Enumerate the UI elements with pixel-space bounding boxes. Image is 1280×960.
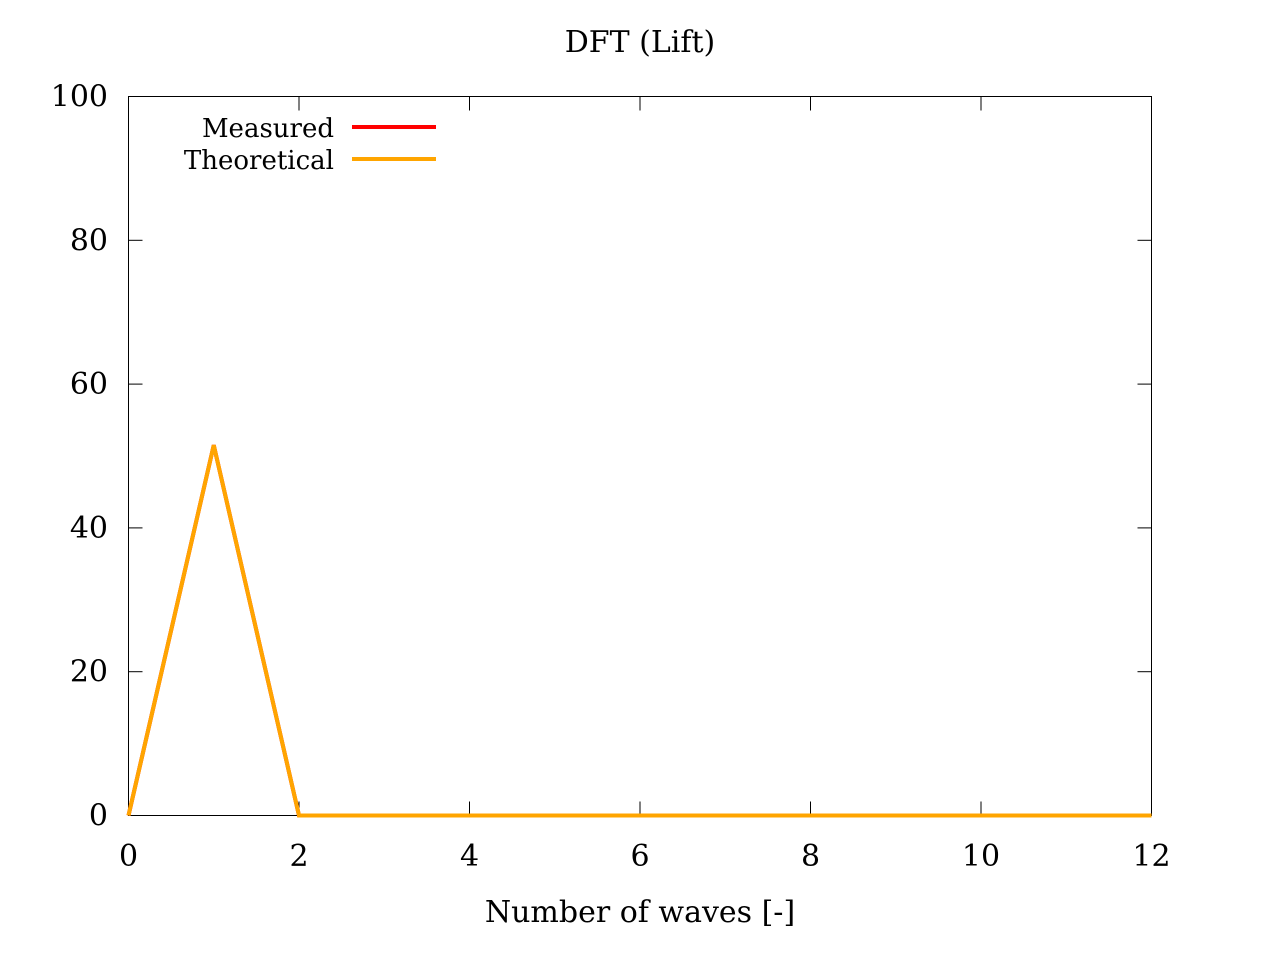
y-axis-ticks: 0 20 40 60 80 100: [51, 80, 1152, 834]
x-tick-label: 10: [962, 839, 1000, 874]
series-layer: [126, 444, 1152, 818]
y-tick-label: 20: [70, 655, 108, 690]
x-tick-label: 2: [289, 839, 308, 874]
series-line-measured: [126, 444, 1152, 818]
x-axis-ticks: 0 2 4 6 8 10 12: [119, 96, 1171, 874]
legend-label-theoretical: Theoretical: [184, 146, 334, 176]
x-tick-label: 6: [630, 839, 649, 874]
x-tick-label: 0: [119, 839, 138, 874]
x-tick-label: 8: [801, 839, 820, 874]
x-tick-label: 4: [460, 839, 479, 874]
y-tick-label: 80: [70, 223, 108, 258]
x-axis-label: Number of waves [-]: [485, 895, 795, 930]
legend-label-measured: Measured: [202, 114, 334, 144]
chart-title: DFT (Lift): [565, 25, 716, 60]
y-tick-label: 40: [70, 511, 108, 546]
y-tick-label: 0: [89, 799, 108, 834]
x-tick-label: 12: [1132, 839, 1170, 874]
y-tick-label: 100: [51, 80, 108, 115]
series-line-theoretical: [126, 444, 1152, 818]
legend: Measured Theoretical: [184, 114, 436, 176]
y-tick-label: 60: [70, 367, 108, 402]
plot-frame: [128, 96, 1152, 816]
